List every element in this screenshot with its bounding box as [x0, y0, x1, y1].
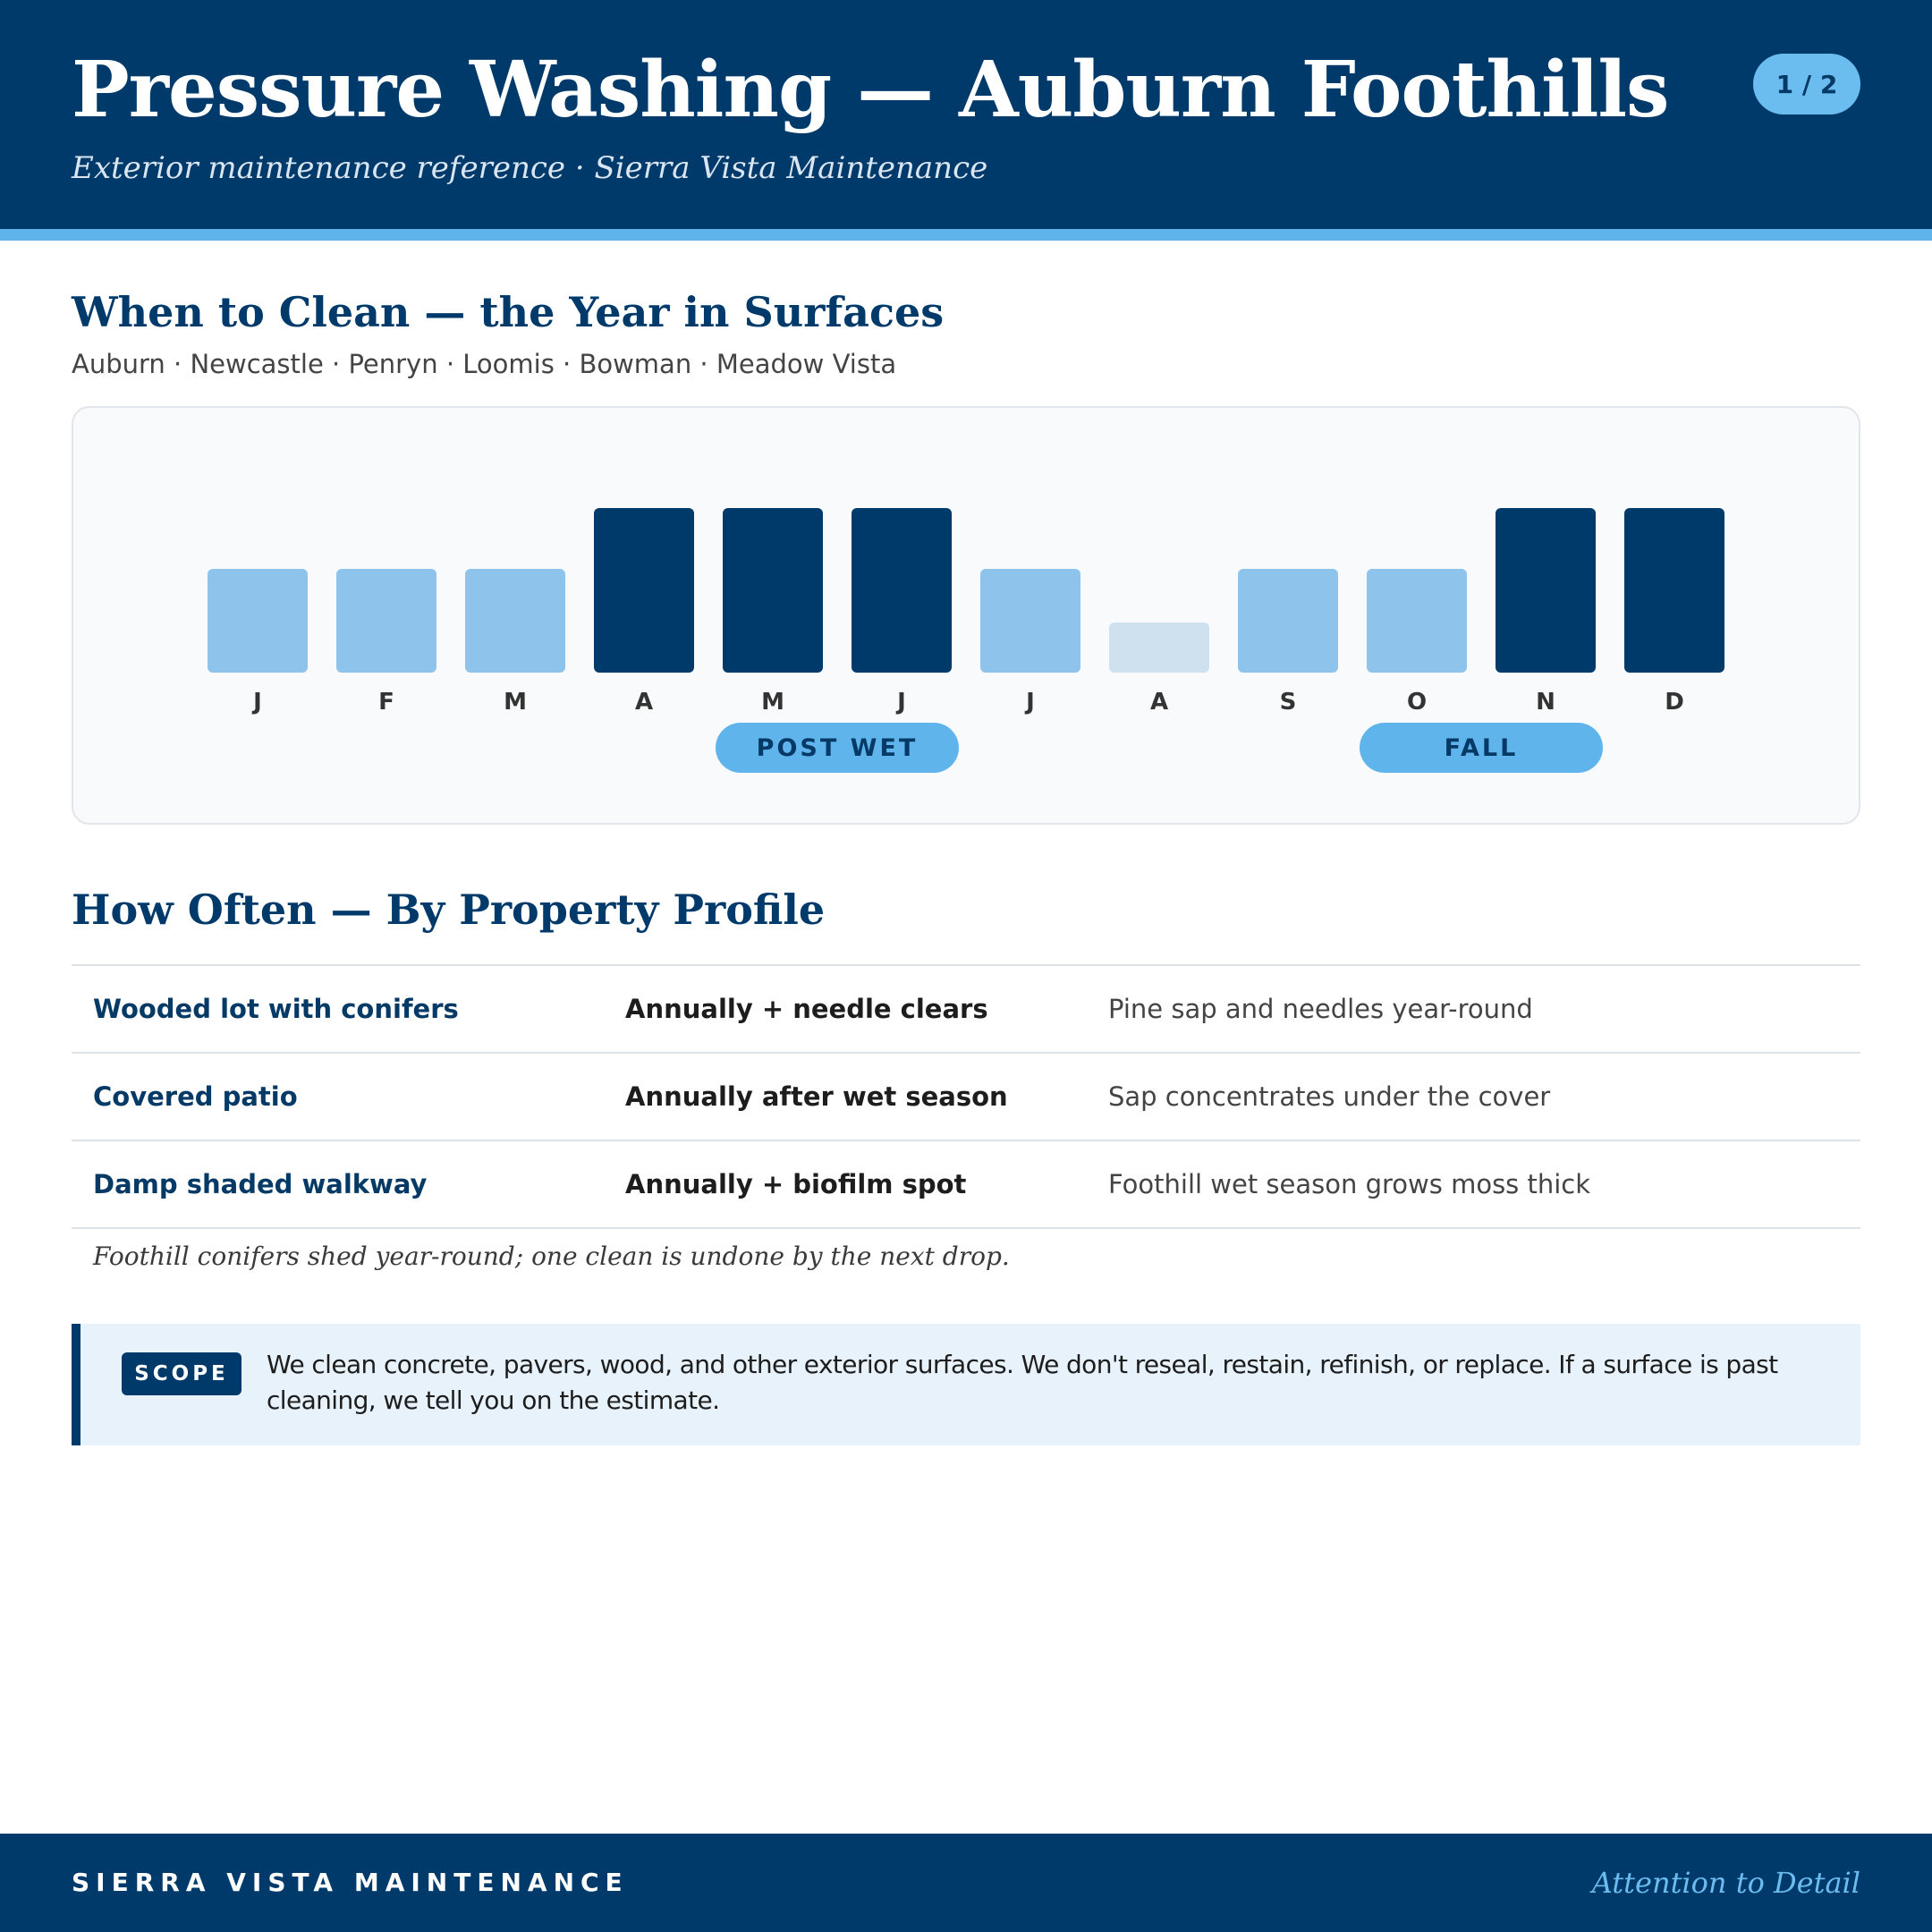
- row-note: Sap concentrates under the cover: [1108, 1081, 1551, 1112]
- month-label: O: [1406, 689, 1428, 716]
- page-subtitle: Exterior maintenance reference · Sierra …: [72, 150, 988, 186]
- month-bar: [1624, 508, 1724, 673]
- row-note: Foothill wet season grows moss thick: [1108, 1169, 1591, 1199]
- month-label: A: [1149, 689, 1169, 716]
- season-pill-fall: FALL: [1360, 723, 1603, 773]
- row-profile: Covered patio: [93, 1081, 298, 1112]
- row-profile: Damp shaded walkway: [93, 1169, 428, 1199]
- footer-brand: SIERRA VISTA MAINTENANCE: [72, 1868, 629, 1897]
- footer-tagline: Attention to Detail: [1591, 1866, 1860, 1900]
- page-title: Pressure Washing — Auburn Foothills: [72, 45, 1669, 135]
- calendar-section-title: When to Clean — the Year in Surfaces: [72, 288, 945, 336]
- scope-tag: SCOPE: [122, 1352, 242, 1395]
- row-frequency: Annually + biofilm spot: [625, 1169, 967, 1199]
- service-towns: Auburn · Newcastle · Penryn · Loomis · B…: [72, 349, 897, 379]
- month-label: J: [253, 689, 262, 716]
- month-bar: [208, 569, 308, 673]
- month-bar: [594, 508, 694, 673]
- month-label: S: [1279, 689, 1297, 716]
- month-label: N: [1536, 689, 1555, 716]
- month-bar: [980, 569, 1080, 673]
- month-bar: [852, 508, 952, 673]
- table-footnote: Foothill conifers shed year-round; one c…: [93, 1241, 1010, 1271]
- row-frequency: Annually after wet season: [625, 1081, 1008, 1112]
- month-label: F: [378, 689, 394, 716]
- frequency-table: Wooded lot with conifers Annually + need…: [72, 964, 1860, 1229]
- month-label: M: [504, 689, 527, 716]
- month-bar: [1496, 508, 1596, 673]
- month-bar: [723, 508, 823, 673]
- table-row: Covered patio Annually after wet season …: [72, 1054, 1860, 1141]
- month-label: A: [634, 689, 654, 716]
- month-bar: [1238, 569, 1338, 673]
- month-label: D: [1665, 689, 1684, 716]
- footer: SIERRA VISTA MAINTENANCE Attention to De…: [0, 1834, 1932, 1932]
- frequency-section-title: How Often — By Property Profile: [72, 886, 826, 934]
- header-accent-stripe: [0, 229, 1932, 241]
- scope-callout: SCOPE We clean concrete, pavers, wood, a…: [72, 1324, 1860, 1445]
- month-bar: [465, 569, 565, 673]
- row-profile: Wooded lot with conifers: [93, 994, 459, 1024]
- month-bar: [336, 569, 436, 673]
- season-pill-post-wet: POST WET: [716, 723, 959, 773]
- scope-text: We clean concrete, pavers, wood, and oth…: [267, 1350, 1778, 1415]
- month-label: J: [1026, 689, 1035, 716]
- table-row: Wooded lot with conifers Annually + need…: [72, 966, 1860, 1054]
- month-bar: [1367, 569, 1467, 673]
- row-frequency: Annually + needle clears: [625, 994, 988, 1024]
- month-label: J: [897, 689, 906, 716]
- page-indicator-badge: 1 / 2: [1753, 54, 1860, 114]
- header: Pressure Washing — Auburn Foothills Exte…: [0, 0, 1932, 229]
- month-bar: [1109, 623, 1209, 673]
- table-row: Damp shaded walkway Annually + biofilm s…: [72, 1141, 1860, 1229]
- month-label: M: [761, 689, 784, 716]
- row-note: Pine sap and needles year-round: [1108, 994, 1533, 1024]
